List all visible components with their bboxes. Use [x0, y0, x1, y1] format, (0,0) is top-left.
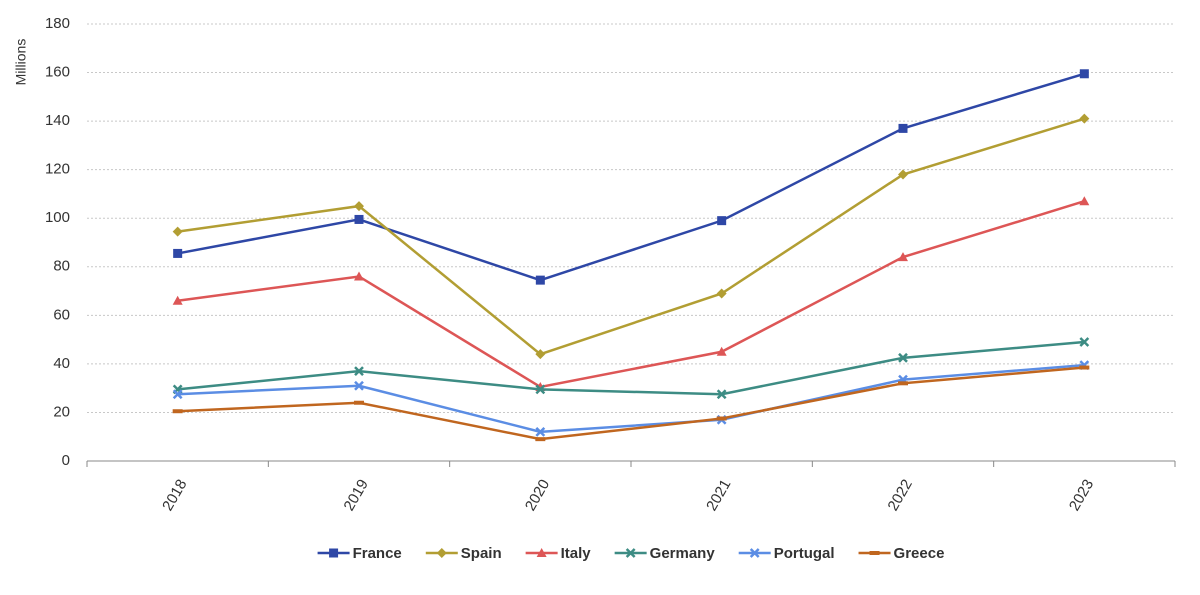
x-tick-label: 2018	[159, 476, 190, 513]
y-tick-label: 100	[45, 209, 70, 226]
marker	[354, 271, 364, 281]
y-tick-label: 140	[45, 112, 70, 129]
marker	[173, 248, 183, 258]
marker	[354, 201, 364, 212]
y-axis-label: Millions	[13, 39, 29, 86]
series-line	[177, 117, 1085, 356]
legend-item: Italy	[525, 545, 592, 562]
marker	[354, 214, 364, 224]
marker	[717, 216, 727, 226]
marker	[716, 288, 727, 299]
x-tick-label: 2022	[884, 476, 915, 513]
marker	[535, 426, 546, 437]
series-line	[177, 363, 1085, 434]
series-line	[177, 366, 1085, 441]
marker	[716, 346, 727, 356]
x-tick-label: 2023	[1066, 476, 1097, 513]
x-tick-label: 2019	[340, 476, 371, 513]
legend-label: Germany	[650, 545, 716, 562]
marker	[172, 389, 183, 400]
legend-item: Portugal	[738, 545, 835, 562]
marker	[1079, 113, 1090, 124]
legend-label: France	[353, 545, 402, 562]
series-line	[177, 200, 1085, 389]
y-tick-label: 160	[45, 64, 70, 81]
marker	[898, 352, 908, 363]
marker	[354, 366, 364, 377]
marker	[535, 275, 545, 285]
y-tick-label: 180	[45, 15, 70, 32]
series-line	[177, 340, 1085, 396]
legend-item: Greece	[858, 545, 945, 562]
y-tick-label: 20	[53, 403, 70, 420]
marker	[536, 548, 547, 557]
marker	[749, 548, 760, 558]
marker	[172, 295, 183, 305]
legend-label: Italy	[561, 545, 592, 562]
marker	[172, 226, 183, 237]
marker	[1079, 69, 1089, 79]
y-tick-label: 0	[62, 452, 70, 469]
y-tick-label: 40	[53, 355, 70, 372]
legend-label: Spain	[461, 545, 502, 562]
series-line	[177, 72, 1085, 282]
y-tick-label: 60	[53, 306, 70, 323]
marker	[625, 548, 636, 558]
legend-label: Portugal	[774, 545, 835, 562]
marker	[898, 169, 908, 180]
marker	[898, 123, 908, 133]
y-tick-label: 80	[53, 258, 70, 275]
marker	[329, 548, 339, 558]
marker	[898, 252, 908, 262]
marker	[354, 380, 364, 391]
marker	[1079, 337, 1090, 347]
x-tick-label: 2020	[522, 476, 553, 513]
legend-item: Spain	[425, 545, 502, 562]
marker	[535, 349, 546, 360]
marker	[716, 389, 727, 400]
x-tick-label: 2021	[703, 476, 734, 513]
legend: France Spain Italy Germany Portugal Greece	[317, 545, 945, 562]
legend-item: France	[317, 545, 402, 562]
marker	[1079, 196, 1090, 206]
y-tick-label: 120	[45, 161, 70, 178]
marker	[436, 548, 447, 558]
marker	[535, 384, 546, 395]
legend-label: Greece	[894, 545, 945, 562]
legend-item: Germany	[614, 545, 716, 562]
